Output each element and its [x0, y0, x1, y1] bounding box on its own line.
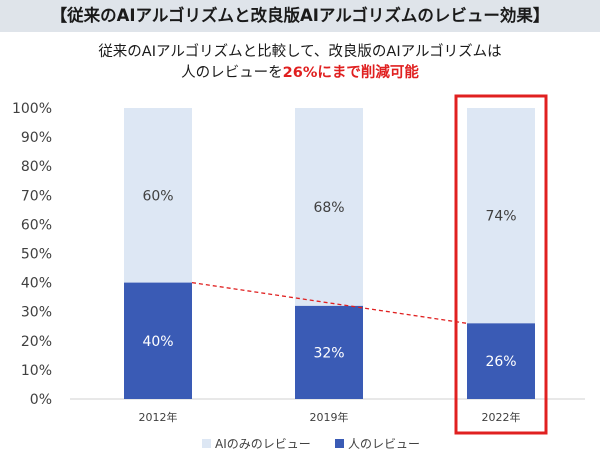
y-tick-label: 70%	[21, 188, 52, 204]
y-tick-label: 40%	[21, 276, 52, 292]
bar-ai-only-review	[295, 108, 363, 306]
y-tick-label: 20%	[21, 334, 52, 350]
bar-human-review	[467, 323, 535, 399]
legend-swatch-human	[335, 439, 344, 448]
highlight-box	[454, 94, 548, 435]
legend-label-human: 人のレビュー	[348, 437, 420, 451]
x-tick-label: 2012年	[139, 410, 178, 424]
legend-label-ai-only: AIのみのレビュー	[215, 437, 311, 451]
bar-ai-only-review	[124, 108, 192, 283]
y-tick-label: 90%	[21, 130, 52, 146]
title-bar	[0, 0, 600, 32]
bar-human-review	[295, 305, 363, 399]
y-tick-label: 10%	[21, 363, 52, 379]
data-label-human: 40%	[142, 334, 173, 350]
x-tick-label: 2022年	[482, 410, 521, 424]
bar-ai-only-review	[467, 108, 535, 324]
data-label-ai-only: 74%	[485, 209, 516, 225]
chart-title: 【従来のAIアルゴリズムと改良版AIアルゴリズムのレビュー効果】	[50, 6, 550, 25]
data-label-human: 26%	[485, 354, 516, 370]
y-tick-label: 60%	[21, 217, 52, 233]
x-tick-label: 2019年	[310, 410, 349, 424]
y-tick-label: 30%	[21, 305, 52, 321]
subtitle-line-2: 人のレビューを26%にまで削減可能	[0, 61, 600, 82]
subtitle-line-2-text: 人のレビューを	[181, 65, 283, 81]
subtitle-line-1: 従来のAIアルゴリズムと比較して、改良版のAIアルゴリズムは	[98, 44, 502, 60]
trend-dashed-line	[191, 281, 468, 324]
subtitle-highlight: 26%にまで削減可能	[282, 65, 419, 81]
legend-swatch-ai-only	[202, 439, 211, 448]
y-tick-label: 100%	[12, 101, 52, 117]
data-label-ai-only: 68%	[313, 200, 344, 216]
y-tick-label: 80%	[21, 159, 52, 175]
y-tick-label: 0%	[30, 392, 52, 408]
data-label-ai-only: 60%	[142, 188, 173, 204]
y-tick-label: 50%	[21, 247, 52, 263]
data-label-human: 32%	[313, 345, 344, 361]
bar-human-review	[124, 282, 192, 399]
